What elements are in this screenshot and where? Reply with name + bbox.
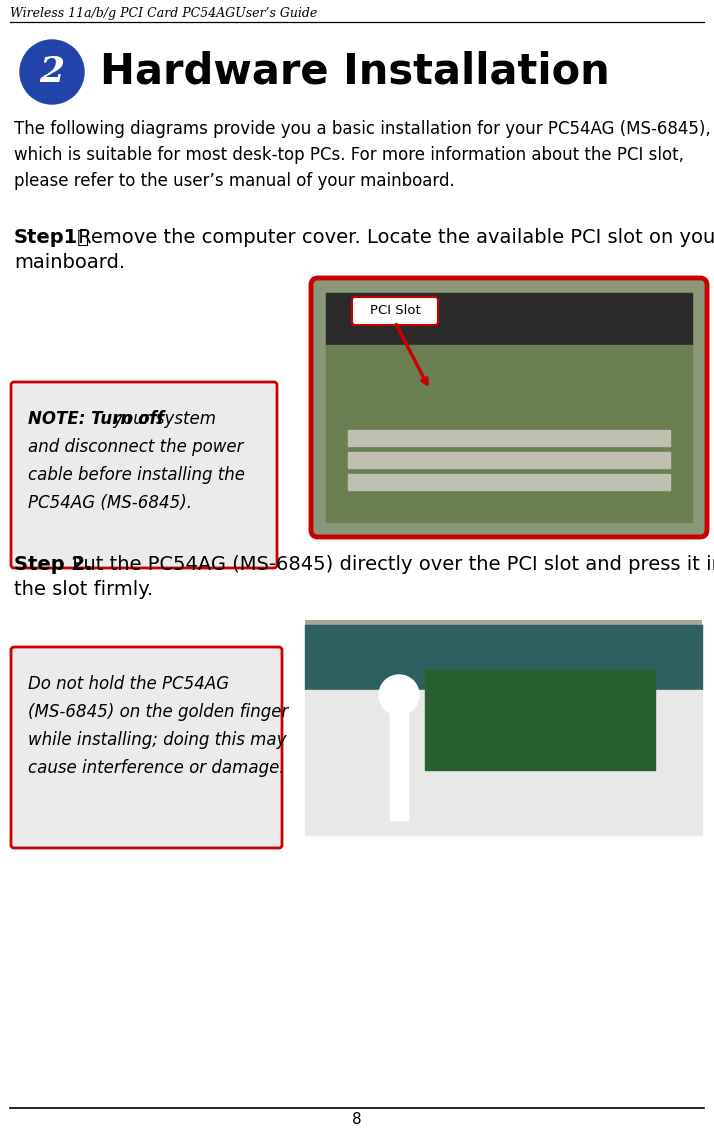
Bar [390,690,408,820]
Text: The following diagrams provide you a basic installation for your PC54AG (MS-6845: The following diagrams provide you a bas… [14,120,710,138]
FancyBboxPatch shape [311,277,707,537]
Circle shape [379,675,419,715]
Bar [348,474,670,490]
Text: 8: 8 [352,1112,362,1128]
Bar [348,452,670,468]
Bar [305,625,702,690]
Bar [326,293,692,345]
FancyBboxPatch shape [305,620,702,835]
Bar [425,670,655,770]
Bar [348,430,670,446]
Text: and disconnect the power: and disconnect the power [28,438,243,456]
Bar [326,345,692,522]
Text: PC54AG (MS-6845).: PC54AG (MS-6845). [28,494,192,512]
Circle shape [20,39,84,104]
Text: Do not hold the PC54AG: Do not hold the PC54AG [28,675,229,693]
Text: Wireless 11a/b/g PCI Card PC54AGUser’s Guide: Wireless 11a/b/g PCI Card PC54AGUser’s G… [10,7,317,19]
Text: (MS-6845) on the golden finger: (MS-6845) on the golden finger [28,703,288,721]
Text: which is suitable for most desk-top PCs. For more information about the PCI slot: which is suitable for most desk-top PCs.… [14,146,684,164]
Text: Hardware Installation: Hardware Installation [100,51,610,92]
Text: Remove the computer cover. Locate the available PCI slot on your: Remove the computer cover. Locate the av… [72,228,714,247]
FancyBboxPatch shape [352,297,438,325]
FancyBboxPatch shape [11,382,277,569]
FancyBboxPatch shape [11,647,282,848]
Text: while installing; doing this may: while installing; doing this may [28,731,286,749]
Text: the slot firmly.: the slot firmly. [14,580,154,599]
Text: please refer to the user’s manual of your mainboard.: please refer to the user’s manual of you… [14,171,455,190]
Text: cause interference or damage.: cause interference or damage. [28,759,285,777]
Bar [305,690,702,835]
Text: Put the PC54AG (MS-6845) directly over the PCI slot and press it into: Put the PC54AG (MS-6845) directly over t… [66,555,714,574]
Text: 2: 2 [39,55,64,89]
Text: mainboard.: mainboard. [14,253,125,272]
Text: PCI Slot: PCI Slot [370,305,421,317]
Text: NOTE: Turn off: NOTE: Turn off [28,409,164,428]
Text: cable before installing the: cable before installing the [28,466,245,484]
Text: your system: your system [108,409,216,428]
Text: Step 2.: Step 2. [14,555,92,574]
Text: Step1：: Step1： [14,228,90,247]
